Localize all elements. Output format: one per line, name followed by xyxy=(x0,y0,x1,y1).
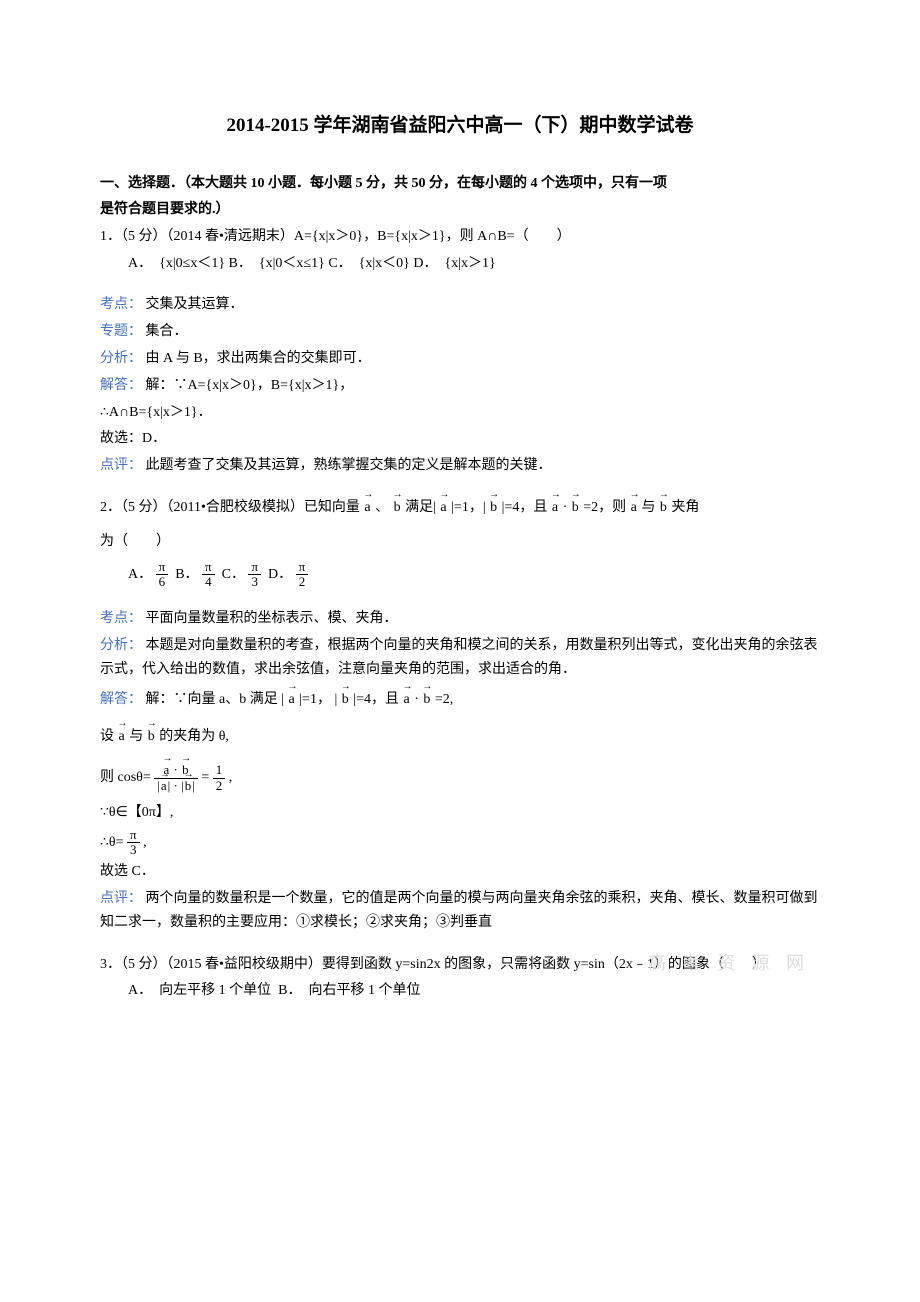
vector-a-icon: a xyxy=(402,688,410,712)
q1-stem: 1．（5 分）（2014 春•清远期末）A={x|x＞0}，B={x|x＞1}，… xyxy=(100,225,820,249)
dianping-label: 点评： xyxy=(100,891,142,906)
fraction-half: 1 2 xyxy=(213,763,226,793)
vector-b-icon: b xyxy=(571,496,580,520)
vector-b-icon: b xyxy=(489,496,498,520)
vector-b-icon: b xyxy=(147,725,156,749)
q2-stem-line1: 2．（5 分）（2011•合肥校级模拟）已知向量 a 、 b 满足| a |=1… xyxy=(100,496,820,520)
theta-prefix: ∴θ= xyxy=(100,835,124,850)
vector-a-icon: a xyxy=(439,496,447,520)
set-c: 的夹角为 θ, xyxy=(159,729,229,744)
vector-a-icon: a xyxy=(551,496,559,520)
q1-zhuanti: 专题： 集合． xyxy=(100,320,820,344)
fenxi-label: 分析： xyxy=(100,351,142,366)
vector-a-icon: a xyxy=(630,496,638,520)
dianping-text: 两个向量的数量积是一个数量，它的值是两个向量的模与两向量夹角余弦的乘积，夹角、模… xyxy=(100,891,818,930)
kaodian-label: 考点： xyxy=(100,297,142,312)
q3-option-b: B． 向右平移 1 个单位 xyxy=(278,983,420,998)
kaodian-text: 交集及其运算． xyxy=(146,297,244,312)
eq-sign: = xyxy=(201,770,209,785)
q1-kaodian: 考点： 交集及其运算． xyxy=(100,293,820,317)
q1-option-d: D． {x|x＞1} xyxy=(413,256,495,271)
q1-dianping: 点评： 此题考查了交集及其运算，熟练掌握交集的定义是解本题的关键． xyxy=(100,454,820,478)
fraction-pi-3: π3 xyxy=(127,828,140,858)
dianping-text: 此题考查了交集及其运算，熟练掌握交集的定义是解本题的关键． xyxy=(146,458,552,473)
fraction-pi-2: π2 xyxy=(296,560,309,590)
q2-jieda: 解答： 解：∵向量 a、b 满足 | a |=1， | b |=4，且 a · … xyxy=(100,688,820,712)
fenxi-label: 分析： xyxy=(100,638,142,653)
jieda-text-e: =2, xyxy=(435,692,453,707)
fraction-pi-4: π4 xyxy=(202,560,215,590)
fraction-ab-over-mod: a · b |a| · |b| xyxy=(154,763,198,793)
q1-option-b: B． {x|0＜x≤1} xyxy=(229,256,325,271)
q2-kaodian: 考点： 平面向量数量积的坐标表示、模、夹角． xyxy=(100,607,820,631)
section-heading-line1: 一、选择题．（本大题共 10 小题．每小题 5 分，共 50 分，在每小题的 4… xyxy=(100,172,820,196)
q2-stem-line2: 为（ ） xyxy=(100,530,820,554)
comma: , xyxy=(143,835,147,850)
vector-b-icon: b xyxy=(341,688,350,712)
q2-stem-d: |=1，| xyxy=(451,500,486,515)
fraction-pi-3: π3 xyxy=(248,560,261,590)
q2-stem-f: · xyxy=(563,500,568,515)
q3-option-a: A． 向左平移 1 个单位 xyxy=(128,983,271,998)
q2-cos-line: 则 cosθ= a · b |a| · |b| = 1 2 , xyxy=(100,763,820,793)
q2-option-b: B． xyxy=(175,567,198,582)
fenxi-text: 由 A 与 B，求出两集合的交集即可． xyxy=(146,351,371,366)
q2-set-angle: 设 a 与 b 的夹角为 θ, xyxy=(100,725,820,749)
comma: , xyxy=(229,770,233,785)
vector-b-icon: b xyxy=(393,496,402,520)
q2-stem-i: 夹角 xyxy=(671,500,699,515)
q2-stem-c: 满足| xyxy=(405,500,436,515)
kaodian-label: 考点： xyxy=(100,611,142,626)
vector-b-icon: b xyxy=(422,688,431,712)
q3-options: A． 向左平移 1 个单位 B． 向右平移 1 个单位 xyxy=(100,979,820,1003)
q2-stem-h: 与 xyxy=(641,500,655,515)
jieda-text: 解：∵A={x|x＞0}，B={x|x＞1}， xyxy=(146,378,354,393)
zhuanti-text: 集合． xyxy=(146,324,188,339)
q2-option-c: C． xyxy=(222,567,245,582)
section-heading-line2: 是符合题目要求的.） xyxy=(100,198,820,222)
dianping-label: 点评： xyxy=(100,458,142,473)
q2-stem-a: 2．（5 分）（2011•合肥校级模拟）已知向量 xyxy=(100,500,360,515)
jieda-text-d: · xyxy=(414,692,419,707)
q1-option-c: C． {x|x＜0} xyxy=(328,256,410,271)
q2-select-answer: 故选 C． xyxy=(100,860,820,884)
q1-fenxi: 分析： 由 A 与 B，求出两集合的交集即可． xyxy=(100,347,820,371)
q2-stem-g: =2，则 xyxy=(583,500,626,515)
q1-option-a: A． {x|0≤x＜1} xyxy=(128,256,225,271)
jieda-text-a: 解：∵向量 a、b 满足 | xyxy=(146,692,285,707)
zhuanti-label: 专题： xyxy=(100,324,142,339)
vector-a-icon: a xyxy=(118,725,126,749)
q2-dianping: 点评： 两个向量的数量积是一个数量，它的值是两个向量的模与两向量夹角余弦的乘积，… xyxy=(100,887,820,935)
q2-theta-value: ∴θ= π3 , xyxy=(100,828,820,858)
fraction-pi-6: π6 xyxy=(156,560,169,590)
kaodian-text: 平面向量数量积的坐标表示、模、夹角． xyxy=(146,611,398,626)
q1-jieda-l2: ∴A∩B={x|x＞1}． xyxy=(100,401,820,425)
jieda-label: 解答： xyxy=(100,692,142,707)
jieda-text-b: |=1， | xyxy=(299,692,337,707)
q2-option-a: A． xyxy=(128,567,152,582)
vector-b-icon: b xyxy=(659,496,668,520)
vector-a-icon: a xyxy=(288,688,296,712)
q3-stem: 3．（5 分）（2015 春•益阳校级期中）要得到函数 y=sin2x 的图象，… xyxy=(100,953,820,977)
jieda-label: 解答： xyxy=(100,378,142,393)
q2-fenxi: 分析： 本题是对向量数量积的考查，根据两个向量的夹角和模之间的关系，用数量积列出… xyxy=(100,634,820,682)
jieda-text-c: |=4，且 xyxy=(353,692,399,707)
q1-options: A． {x|0≤x＜1} B． {x|0＜x≤1} C． {x|x＜0} D． … xyxy=(100,252,820,276)
q2-theta-range: ∵θ∈【0π】, xyxy=(100,801,820,825)
set-a: 设 xyxy=(100,729,114,744)
q2-option-d: D． xyxy=(268,567,292,582)
fenxi-text: 本题是对向量数量积的考查，根据两个向量的夹角和模之间的关系，用数量积列出等式，变… xyxy=(100,638,818,677)
page-title: 2014-2015 学年湖南省益阳六中高一（下）期中数学试卷 xyxy=(100,110,820,142)
q1-jieda-l3: 故选：D． xyxy=(100,427,820,451)
q2-options: A． π6 B． π4 C． π3 D． π2 xyxy=(100,560,820,590)
q2-stem-b: 、 xyxy=(375,500,389,515)
set-b: 与 xyxy=(129,729,143,744)
q1-jieda: 解答： 解：∵A={x|x＞0}，B={x|x＞1}， xyxy=(100,374,820,398)
q2-stem-e: |=4，且 xyxy=(502,500,548,515)
cos-prefix: 则 cosθ= xyxy=(100,770,151,785)
vector-a-icon: a xyxy=(363,496,371,520)
